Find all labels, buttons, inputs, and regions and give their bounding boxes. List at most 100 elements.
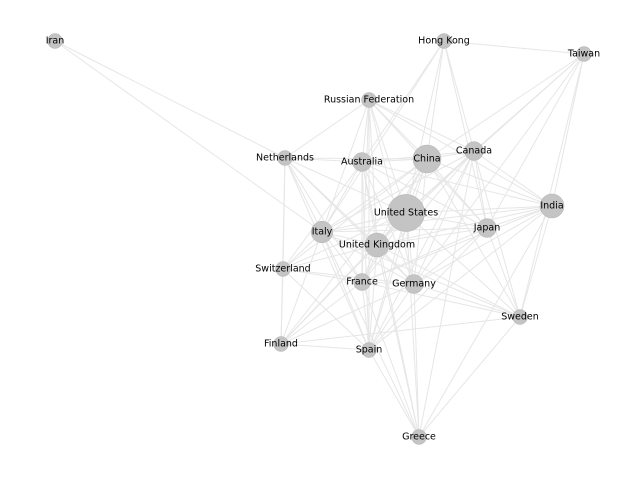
node-switzerland	[275, 261, 291, 277]
edge-taiwan-china	[426, 53, 585, 160]
edge-netherlands-italy	[284, 157, 323, 233]
edge-taiwan-india	[551, 53, 585, 207]
edge-taiwan-sweden	[519, 53, 585, 318]
node-label-finland: Finland	[264, 339, 298, 350]
edge-canada-japan	[473, 150, 488, 229]
edge-china-italy	[321, 158, 428, 233]
edge-germany-spain	[368, 283, 415, 351]
edge-australia-japan	[361, 161, 488, 229]
edge-united-states-greece	[405, 212, 420, 438]
node-united-kingdom	[364, 232, 390, 258]
node-italy	[310, 220, 334, 244]
edge-united-states-india	[405, 205, 553, 214]
edge-united-kingdom-spain	[368, 244, 378, 351]
edge-france-finland	[280, 281, 363, 345]
edge-germany-greece	[413, 283, 420, 438]
node-label-italy: Italy	[312, 227, 333, 238]
node-france	[353, 273, 371, 291]
nodes-layer	[47, 33, 592, 445]
edge-canada-italy	[321, 150, 475, 233]
edge-united-states-switzerland	[282, 212, 407, 270]
node-greece	[411, 429, 427, 445]
node-spain	[361, 342, 377, 358]
edge-germany-finland	[280, 283, 415, 345]
edge-netherlands-france	[284, 157, 363, 283]
node-australia	[352, 152, 372, 172]
node-finland	[273, 336, 289, 352]
edge-taiwan-japan	[486, 53, 585, 229]
edge-netherlands-spain	[284, 157, 370, 351]
node-label-japan: Japan	[473, 223, 501, 234]
node-iran	[47, 33, 63, 49]
edge-canada-germany	[413, 150, 475, 285]
edge-japan-spain	[368, 227, 488, 351]
node-sweden	[512, 309, 528, 325]
edge-russian-federation-united-kingdom	[368, 99, 378, 246]
node-label-china: China	[413, 154, 440, 165]
edge-united-kingdom-sweden	[376, 244, 521, 318]
edge-india-greece	[418, 205, 553, 438]
edge-canada-india	[473, 150, 553, 207]
edge-india-spain	[368, 205, 553, 351]
edge-india-germany	[413, 205, 553, 285]
edge-france-spain	[361, 281, 370, 351]
node-label-switzerland: Switzerland	[255, 264, 310, 275]
node-label-germany: Germany	[392, 279, 436, 290]
edge-hong-kong-taiwan	[443, 40, 585, 55]
edge-united-kingdom-switzerland	[282, 244, 378, 270]
edge-iran-italy	[54, 40, 323, 233]
edge-netherlands-australia	[284, 157, 363, 163]
edge-united-kingdom-greece	[376, 244, 420, 438]
node-india	[539, 193, 565, 219]
edge-iran-netherlands	[54, 40, 286, 159]
edge-hong-kong-china	[426, 40, 445, 160]
node-united-states	[387, 194, 425, 232]
edge-netherlands-united-states	[284, 157, 407, 214]
edge-italy-germany	[321, 231, 415, 285]
node-label-iran: Iran	[46, 36, 65, 47]
edge-japan-germany	[413, 227, 488, 285]
edge-japan-sweden	[486, 227, 521, 318]
edge-united-states-spain	[368, 212, 407, 351]
edge-russian-federation-italy	[321, 99, 370, 233]
node-label-australia: Australia	[341, 157, 383, 168]
node-russian-federation	[361, 92, 377, 108]
edge-sweden-finland	[280, 316, 521, 345]
edge-italy-sweden	[321, 231, 521, 318]
edge-sweden-greece	[418, 316, 521, 438]
node-label-france: France	[346, 277, 378, 288]
edge-germany-sweden	[413, 283, 521, 318]
edge-switzerland-france	[282, 268, 363, 283]
edge-united-kingdom-finland	[280, 244, 378, 345]
node-label-spain: Spain	[356, 345, 383, 356]
edge-italy-spain	[321, 231, 370, 351]
edge-russian-federation-australia	[361, 99, 370, 163]
edge-canada-spain	[368, 150, 475, 351]
edge-hong-kong-italy	[321, 40, 445, 233]
node-label-greece: Greece	[402, 432, 436, 443]
edge-france-greece	[361, 281, 420, 438]
node-label-hong-kong: Hong Kong	[418, 36, 470, 47]
node-label-sweden: Sweden	[501, 312, 539, 323]
edge-russian-federation-germany	[368, 99, 415, 285]
edge-india-france	[361, 205, 553, 283]
edge-russian-federation-france	[361, 99, 370, 283]
edge-canada-sweden	[473, 150, 521, 318]
edge-hong-kong-japan	[443, 40, 488, 229]
node-taiwan	[576, 46, 592, 62]
edge-russian-federation-netherlands	[284, 99, 370, 159]
edge-switzerland-finland	[280, 268, 284, 345]
edge-china-spain	[368, 158, 428, 351]
edge-switzerland-germany	[282, 268, 415, 285]
node-japan	[477, 218, 497, 238]
edge-italy-finland	[280, 231, 323, 345]
node-label-russian-federation: Russian Federation	[324, 95, 414, 106]
edge-india-italy	[321, 205, 553, 233]
edge-india-sweden	[519, 205, 553, 318]
edge-china-india	[426, 158, 553, 207]
node-label-united-kingdom: United Kingdom	[339, 240, 415, 251]
node-label-canada: Canada	[456, 146, 492, 157]
edge-china-finland	[280, 158, 428, 345]
node-china	[412, 144, 442, 174]
node-canada	[464, 141, 484, 161]
